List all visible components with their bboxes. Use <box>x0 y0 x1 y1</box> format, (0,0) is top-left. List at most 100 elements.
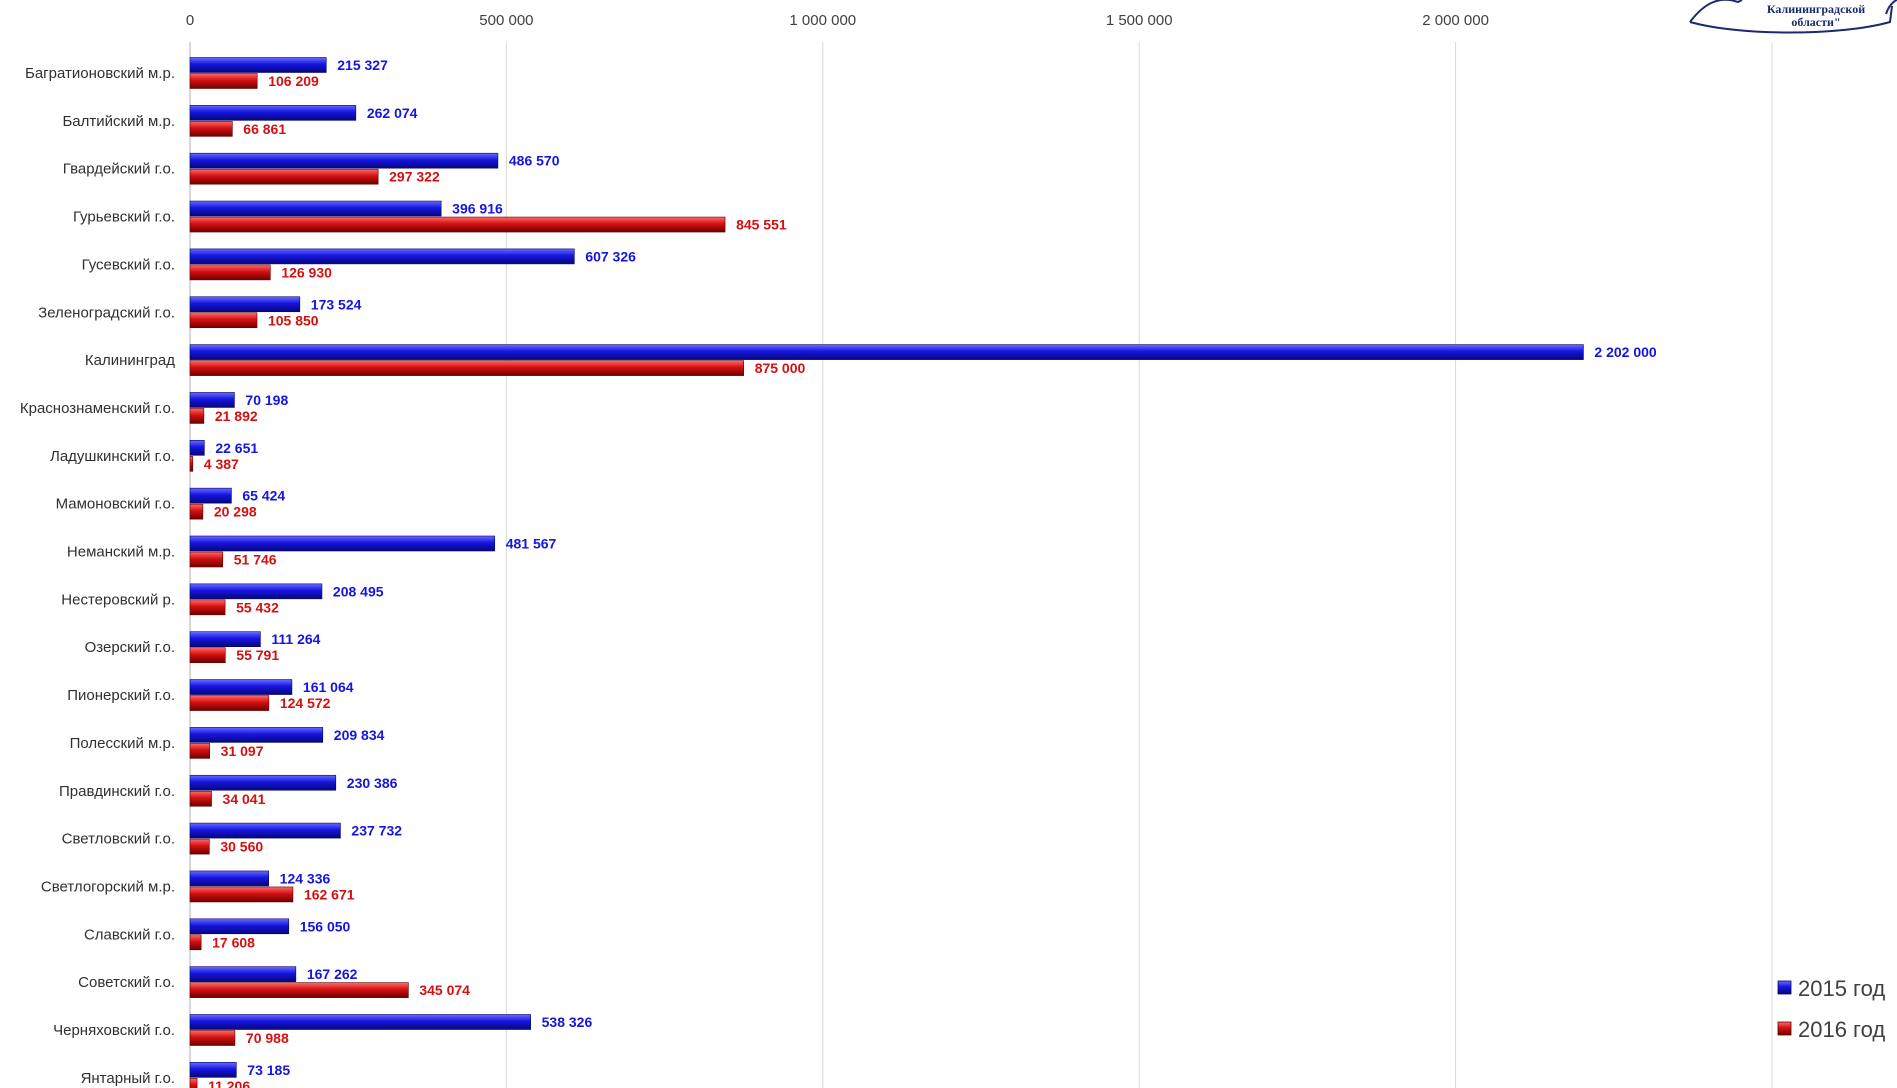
data-label: 345 074 <box>419 982 470 998</box>
bars <box>189 57 1584 1088</box>
bar <box>189 1014 531 1030</box>
category-label: Правдинский г.о. <box>59 783 175 800</box>
x-tick-label: 1 500 000 <box>1106 12 1173 29</box>
category-label: Светлогорский м.р. <box>41 878 175 895</box>
category-label: Светловский г.о. <box>62 831 175 848</box>
data-label: 55 432 <box>236 599 279 615</box>
data-label: 126 930 <box>281 264 332 280</box>
category-label: Зеленоградский г.о. <box>38 304 175 321</box>
bar <box>189 790 212 807</box>
category-label: Пионерский г.о. <box>67 687 175 704</box>
bar <box>189 200 442 217</box>
category-label: Калининград <box>85 352 175 369</box>
data-labels: 215 327 106 209 262 074 66 861 486 570 297 32… <box>204 57 1657 1088</box>
data-label: 538 326 <box>542 1014 593 1030</box>
data-label: 106 209 <box>268 73 319 89</box>
category-label: Краснознаменский г.о. <box>20 400 175 417</box>
data-label: 4 387 <box>204 456 239 472</box>
data-label: 237 732 <box>351 823 402 839</box>
bar <box>189 408 205 424</box>
data-label: 167 262 <box>307 966 358 982</box>
data-label: 297 322 <box>389 169 440 185</box>
bar <box>189 934 202 951</box>
logo: Калининградской области" <box>1689 0 1897 34</box>
y-axis: Багратионовский м.р. Балтийский м.р. Гвард… <box>20 65 175 1087</box>
bar <box>189 679 293 695</box>
bar <box>189 503 204 520</box>
category-label: Нестеровский р. <box>61 591 175 608</box>
data-label: 230 386 <box>347 775 398 791</box>
bar <box>189 360 745 376</box>
bar <box>189 727 324 743</box>
data-label: 162 671 <box>304 886 355 902</box>
x-tick-label: 0 <box>186 12 194 29</box>
data-label: 20 298 <box>214 504 257 520</box>
data-label: 65 424 <box>242 488 285 504</box>
data-label: 31 097 <box>221 743 264 759</box>
data-label: 156 050 <box>300 918 351 934</box>
bar <box>189 822 341 839</box>
bar <box>189 264 271 281</box>
bar <box>189 838 210 855</box>
bar <box>189 966 297 982</box>
bar <box>189 296 301 313</box>
bar <box>189 152 499 169</box>
data-label: 173 524 <box>311 296 362 312</box>
bar <box>189 168 379 185</box>
bar <box>189 599 226 616</box>
bar <box>189 248 575 265</box>
data-label: 30 560 <box>220 839 263 855</box>
logo-text-line1: Калининградской <box>1767 2 1865 16</box>
logo-emblem-outline <box>1689 0 1893 34</box>
category-label: Советский г.о. <box>78 974 175 991</box>
data-label: 11 206 <box>208 1078 250 1088</box>
bar <box>189 886 294 903</box>
bar <box>189 982 409 998</box>
category-label: Гурьевский г.о. <box>73 209 175 226</box>
legend-label: 2015 год <box>1798 976 1885 1001</box>
data-label: 209 834 <box>334 727 385 743</box>
bar <box>189 631 261 648</box>
data-label: 124 572 <box>280 695 331 711</box>
data-label: 208 495 <box>333 583 384 599</box>
category-label: Янтарный г.о. <box>81 1070 175 1087</box>
bar <box>189 1030 236 1046</box>
x-tick-label: 1 000 000 <box>789 12 856 29</box>
grid <box>189 42 1773 1088</box>
bar <box>189 774 337 791</box>
data-label: 17 608 <box>212 934 255 950</box>
data-label: 66 861 <box>243 121 286 137</box>
category-label: Озерский г.о. <box>85 639 175 656</box>
bar <box>189 743 210 759</box>
category-label: Ладушкинский г.о. <box>50 448 175 465</box>
bar <box>189 121 233 137</box>
x-tick-label: 500 000 <box>479 12 533 29</box>
legend: 2015 год 2016 год <box>1777 976 1885 1042</box>
category-label: Балтийский м.р. <box>62 113 175 130</box>
data-label: 111 264 <box>271 631 320 647</box>
data-label: 22 651 <box>215 440 258 456</box>
category-label: Черняховский г.о. <box>53 1022 175 1039</box>
bar <box>189 551 224 568</box>
legend-swatch <box>1777 980 1792 995</box>
bar <box>189 1078 198 1088</box>
data-label: 262 074 <box>367 105 418 121</box>
category-label: Неманский м.р. <box>67 544 175 561</box>
data-label: 845 551 <box>736 217 787 233</box>
data-label: 486 570 <box>509 153 560 169</box>
bar <box>189 57 327 73</box>
data-label: 875 000 <box>755 360 806 376</box>
legend-swatch <box>1777 1021 1792 1036</box>
category-label: Гусевский г.о. <box>82 256 175 273</box>
bar <box>189 647 226 664</box>
data-label: 51 746 <box>234 552 277 568</box>
category-label: Мамоновский г.о. <box>56 496 175 513</box>
data-label: 70 988 <box>246 1030 289 1046</box>
bar <box>189 455 194 472</box>
data-label: 21 892 <box>215 408 258 424</box>
bar <box>189 870 269 887</box>
bar <box>189 344 1584 360</box>
category-label: Багратионовский м.р. <box>25 65 175 82</box>
data-label: 105 850 <box>268 312 319 328</box>
